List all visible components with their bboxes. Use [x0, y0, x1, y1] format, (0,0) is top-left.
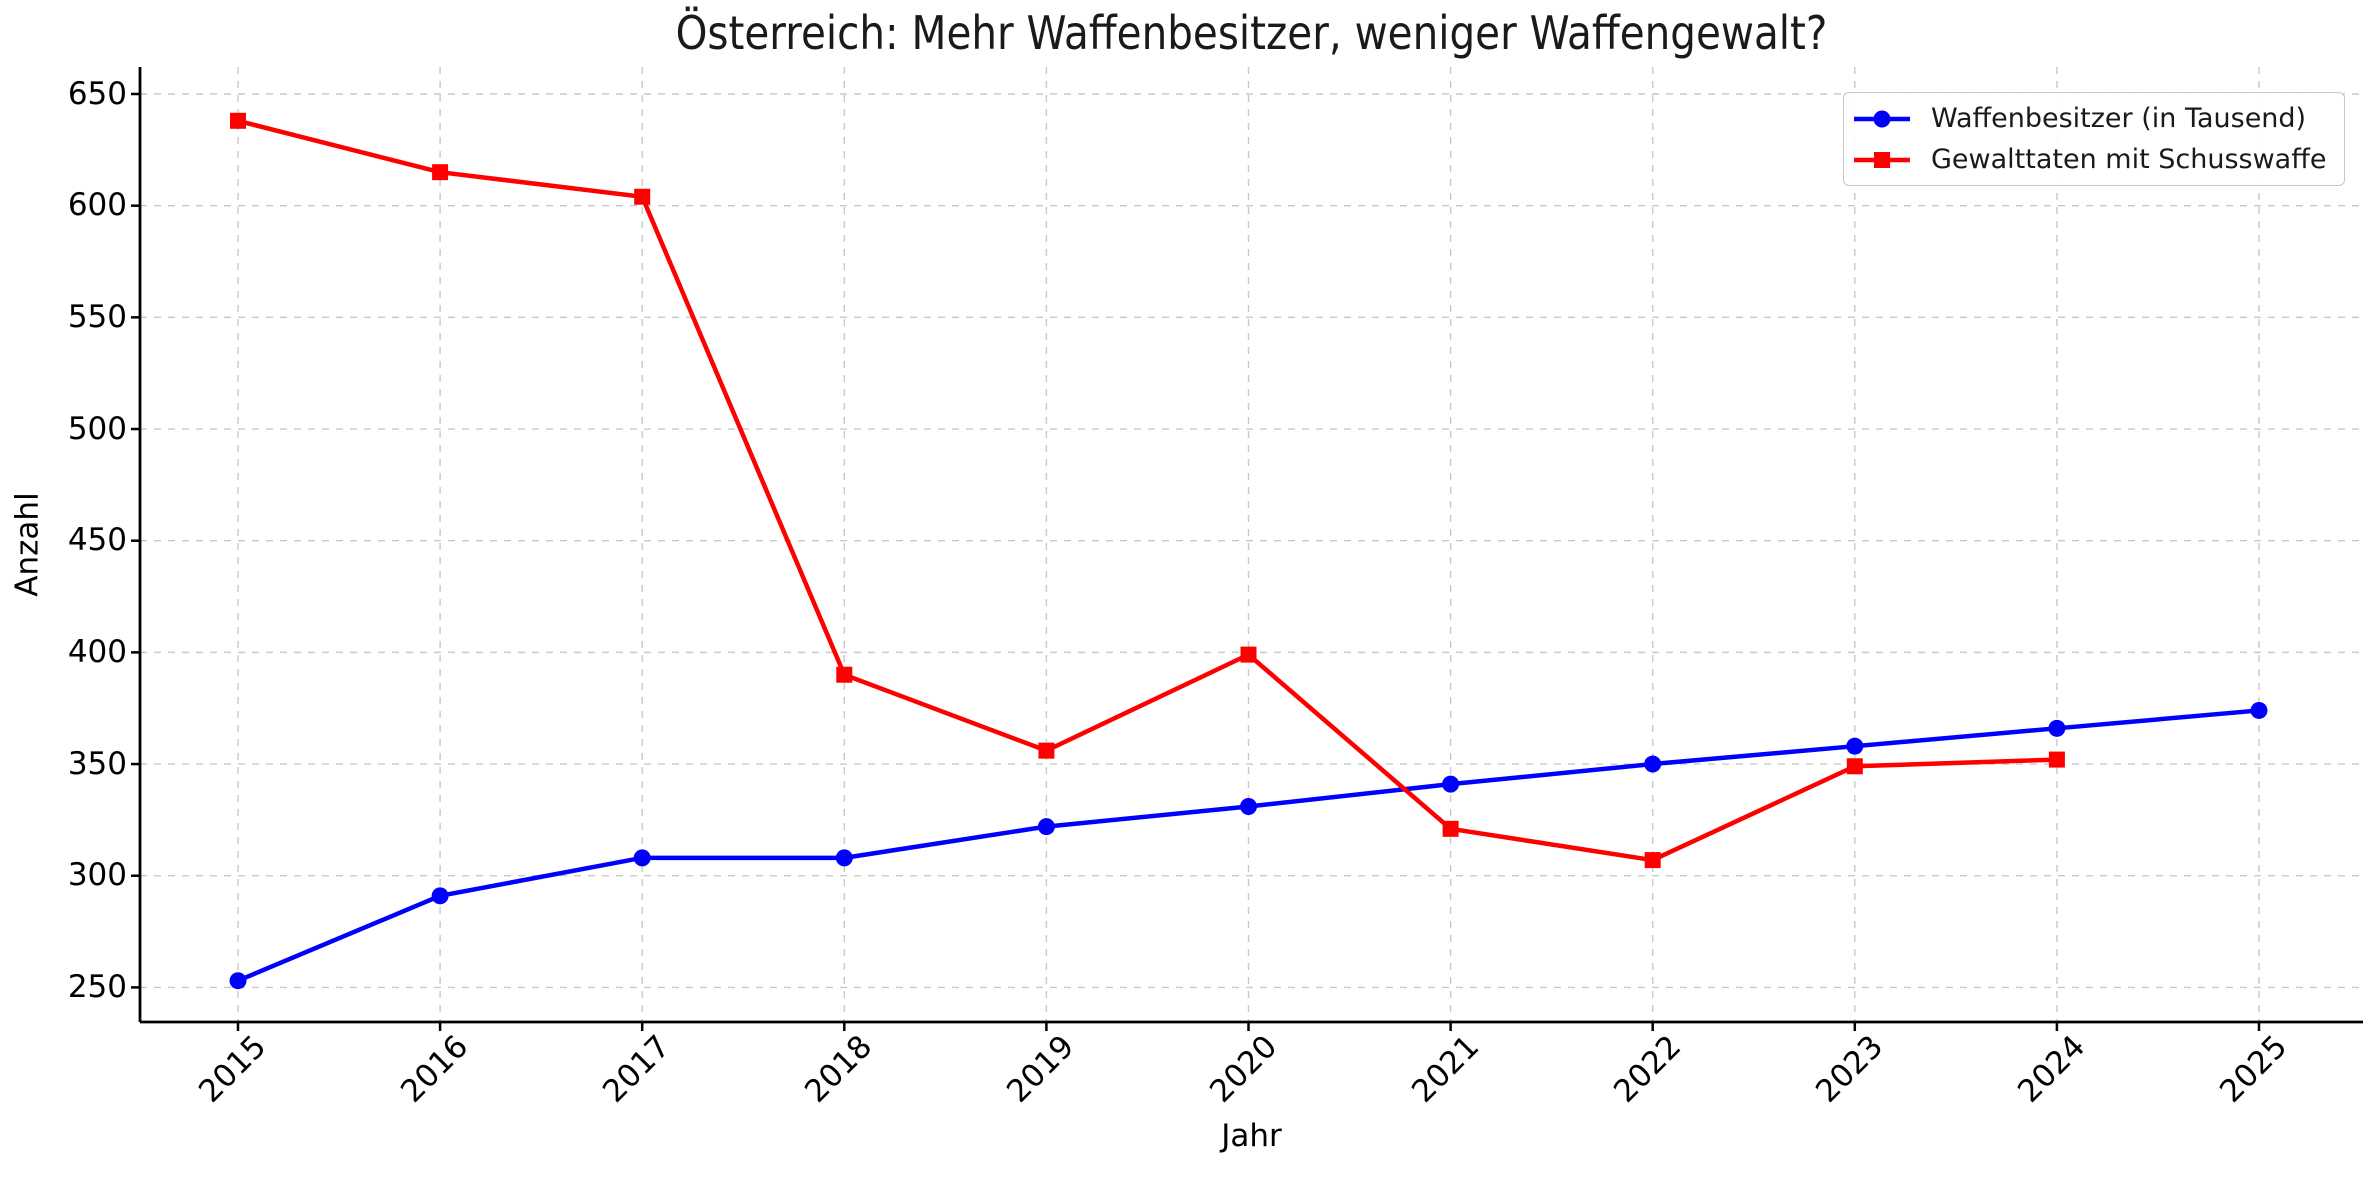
data-point-marker [1037, 818, 1055, 836]
y-tick-label: 400 [67, 633, 127, 670]
data-point-marker [2048, 719, 2066, 737]
data-point-marker [1846, 737, 1864, 755]
y-tick-label: 300 [67, 857, 127, 894]
legend-line-square-marker-icon [1854, 151, 1910, 168]
data-point-marker [1846, 758, 1863, 775]
legend-item: Waffenbesitzer (in Tausend) [1844, 98, 2344, 139]
data-point-marker [1644, 755, 1662, 773]
series-line-1 [235, 118, 2060, 863]
legend-item: Gewalttaten mit Schusswaffe [1844, 139, 2344, 180]
legend-label: Waffenbesitzer (in Tausend) [1931, 103, 2307, 134]
y-tick-label: 550 [67, 298, 127, 335]
data-point-marker [1038, 742, 1055, 759]
legend-label: Gewalttaten mit Schusswaffe [1931, 144, 2327, 175]
data-point-marker [1442, 775, 1460, 793]
data-point-marker [835, 849, 853, 867]
y-tick-label: 350 [67, 745, 127, 782]
data-point-marker [633, 849, 651, 867]
y-tick-label: 450 [67, 522, 127, 559]
y-tick-label: 250 [67, 968, 127, 1005]
data-point-marker [230, 112, 246, 129]
x-axis-label: Jahr [1221, 1118, 1282, 1154]
data-point-marker [2048, 751, 2065, 768]
data-point-marker [836, 666, 853, 683]
y-tick-label: 650 [67, 75, 127, 112]
y-axis-label: Anzahl [9, 492, 46, 597]
chart-title: Österreich: Mehr Waffenbesitzer, weniger… [675, 6, 1828, 60]
data-point-marker [1442, 820, 1459, 837]
data-point-marker [634, 188, 651, 205]
y-tick-label: 600 [67, 187, 127, 224]
data-point-marker [1240, 646, 1257, 663]
legend: Waffenbesitzer (in Tausend) Gewalttaten m… [1843, 92, 2345, 186]
data-point-marker [1644, 852, 1661, 869]
y-tick-label: 500 [67, 410, 127, 447]
data-point-marker [432, 164, 449, 181]
data-point-marker [431, 887, 449, 905]
data-point-marker [229, 972, 247, 990]
data-point-marker [1240, 797, 1257, 815]
data-point-marker [2250, 701, 2268, 719]
legend-line-circle-marker-icon [1854, 110, 1910, 127]
